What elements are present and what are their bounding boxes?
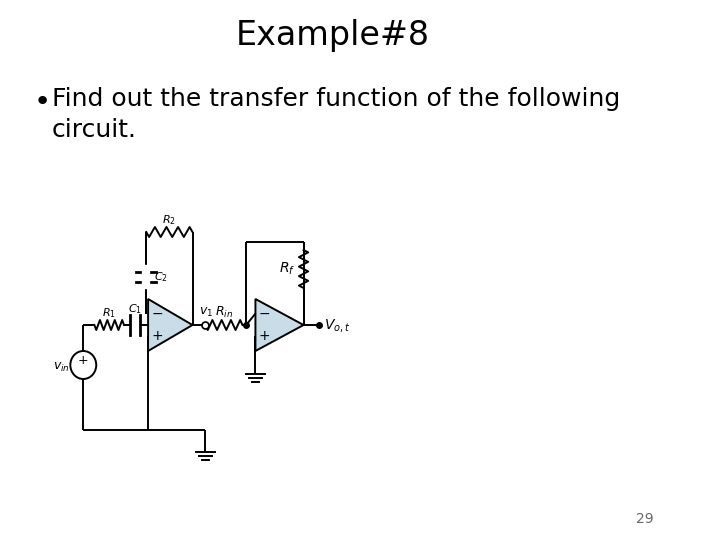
Polygon shape [256,299,304,351]
Text: $R_{in}$: $R_{in}$ [215,305,233,320]
Text: circuit.: circuit. [52,118,137,142]
Text: $v_{in}$: $v_{in}$ [53,361,69,374]
Text: $C_1$: $C_1$ [128,302,142,316]
Text: $R_2$: $R_2$ [163,213,176,227]
Text: −: − [259,307,271,321]
Text: −: − [151,307,163,321]
Text: $v_1$: $v_1$ [199,306,213,319]
Text: +: + [151,329,163,343]
Text: $R_1$: $R_1$ [102,306,116,320]
Text: +: + [259,329,271,343]
Text: $C_2$: $C_2$ [154,270,168,284]
Text: +: + [78,354,89,368]
Polygon shape [148,299,192,351]
Text: Example#8: Example#8 [236,19,430,52]
Text: Find out the transfer function of the following: Find out the transfer function of the fo… [52,87,620,111]
Text: $R_f$: $R_f$ [279,261,295,277]
Text: •: • [33,88,50,116]
Text: $V_{o,t}$: $V_{o,t}$ [324,316,351,334]
Text: 29: 29 [636,512,653,526]
